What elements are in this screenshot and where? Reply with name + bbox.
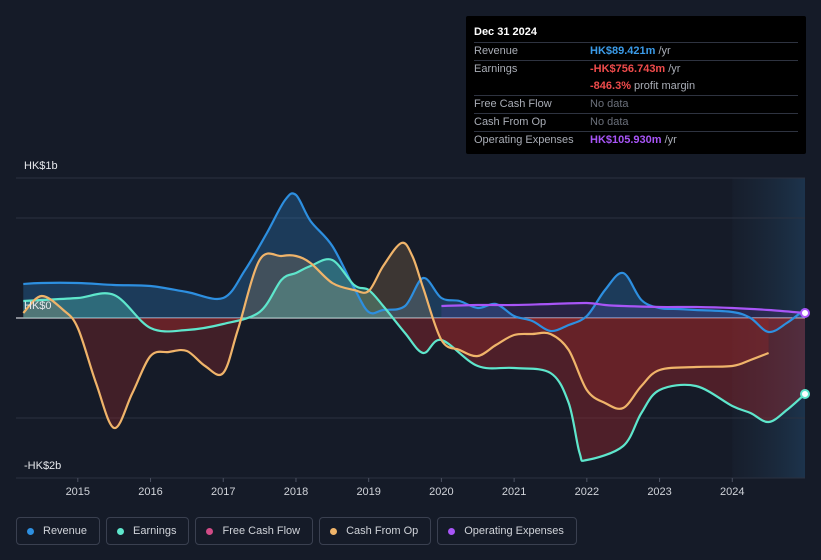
cash-from-op-area-negative [23,318,769,429]
legend-dot-icon [27,527,34,535]
legend-item-free-cash-flow[interactable]: Free Cash Flow [195,517,314,545]
earnings-area-positive [23,259,805,318]
tooltip-row-value: -846.3% [590,80,631,92]
y-label-zero: HK$0 [24,300,52,312]
legend-item-operating-expenses[interactable]: Operating Expenses [437,517,577,545]
forecast-region [732,178,805,478]
cash-from-op-area-positive [23,242,769,318]
legend: Revenue Earnings Free Cash Flow Cash From O… [16,517,577,545]
legend-label: Operating Expenses [464,525,564,537]
legend-item-revenue[interactable]: Revenue [16,517,101,545]
legend-dot-icon [117,527,125,535]
tooltip-row-unit: /yr [668,63,681,75]
tooltip-row-unit: profit margin [633,80,696,92]
gridlines [16,177,805,479]
tooltip-row: Revenue HK$89.421m/yr [474,42,798,60]
series-endpoints [800,308,810,399]
earnings-area-negative [23,318,805,461]
tooltip-row-value: HK$89.421m [590,45,656,57]
revenue-line [23,192,806,334]
earnings-line [23,258,806,462]
tooltip-row-value: No data [590,98,629,110]
tooltip-row-value: -HK$756.743m [590,63,666,75]
operating-expenses-line [441,301,806,315]
tooltip-row-value: HK$105.930m [590,134,662,146]
tooltip-row: -846.3% profit margin [474,78,798,95]
tooltip-row: Free Cash Flow No data [474,95,798,113]
tooltip-row: Earnings -HK$756.743m/yr [474,60,798,78]
tooltip-row-value: No data [590,116,629,128]
x-tick-label: 2020 [429,486,453,498]
legend-label: Revenue [43,525,88,537]
earnings-endpoint [800,389,810,399]
tooltip-row: Cash From Op No data [474,113,798,131]
tooltip-row-label [474,78,590,95]
series-areas [23,193,805,461]
legend-label: Earnings [133,525,177,537]
y-label-bottom: -HK$2b [24,460,62,472]
tooltip-row-label: Revenue [474,45,519,57]
legend-item-cash-from-op[interactable]: Cash From Op [319,517,432,545]
x-tick-label: 2018 [284,486,308,498]
x-tick-label: 2019 [356,486,380,498]
x-tick-label: 2022 [575,486,599,498]
legend-dot-icon [206,527,214,535]
x-tick-label: 2024 [720,486,744,498]
x-axis: 2015 2016 2017 2018 2019 2020 2021 2022 2023 2024 [66,478,745,498]
tooltip-date: Dec 31 2024 [474,26,537,38]
operating-expenses-area-positive [441,302,805,318]
x-tick-label: 2021 [502,486,526,498]
x-tick-label: 2015 [66,486,90,498]
legend-item-earnings[interactable]: Earnings [106,517,190,545]
x-tick-label: 2016 [138,486,162,498]
tooltip-row-label: Operating Expenses [474,134,574,146]
tooltip-row-label: Earnings [474,63,518,75]
tooltip-row-label: Cash From Op [474,116,547,128]
tooltip-row-unit: /yr [658,45,671,57]
tooltip-row-unit: /yr [664,134,677,146]
legend-label: Cash From Op [346,525,419,537]
data-tooltip: Dec 31 2024 Revenue HK$89.421m/yr Earnings… [466,16,806,154]
x-tick-label: 2023 [647,486,671,498]
revenue-area-positive [23,193,805,318]
legend-dot-icon [330,527,338,535]
series-lines [22,192,806,462]
cash-from-op-line [22,241,770,430]
tooltip-row: Operating Expenses HK$105.930m/yr [474,131,798,149]
operating-expenses-endpoint [800,308,810,318]
y-label-top: HK$1b [24,160,58,172]
legend-label: Free Cash Flow [222,525,301,537]
tooltip-row-label: Free Cash Flow [474,98,552,110]
x-tick-label: 2017 [211,486,235,498]
legend-dot-icon [448,527,456,535]
